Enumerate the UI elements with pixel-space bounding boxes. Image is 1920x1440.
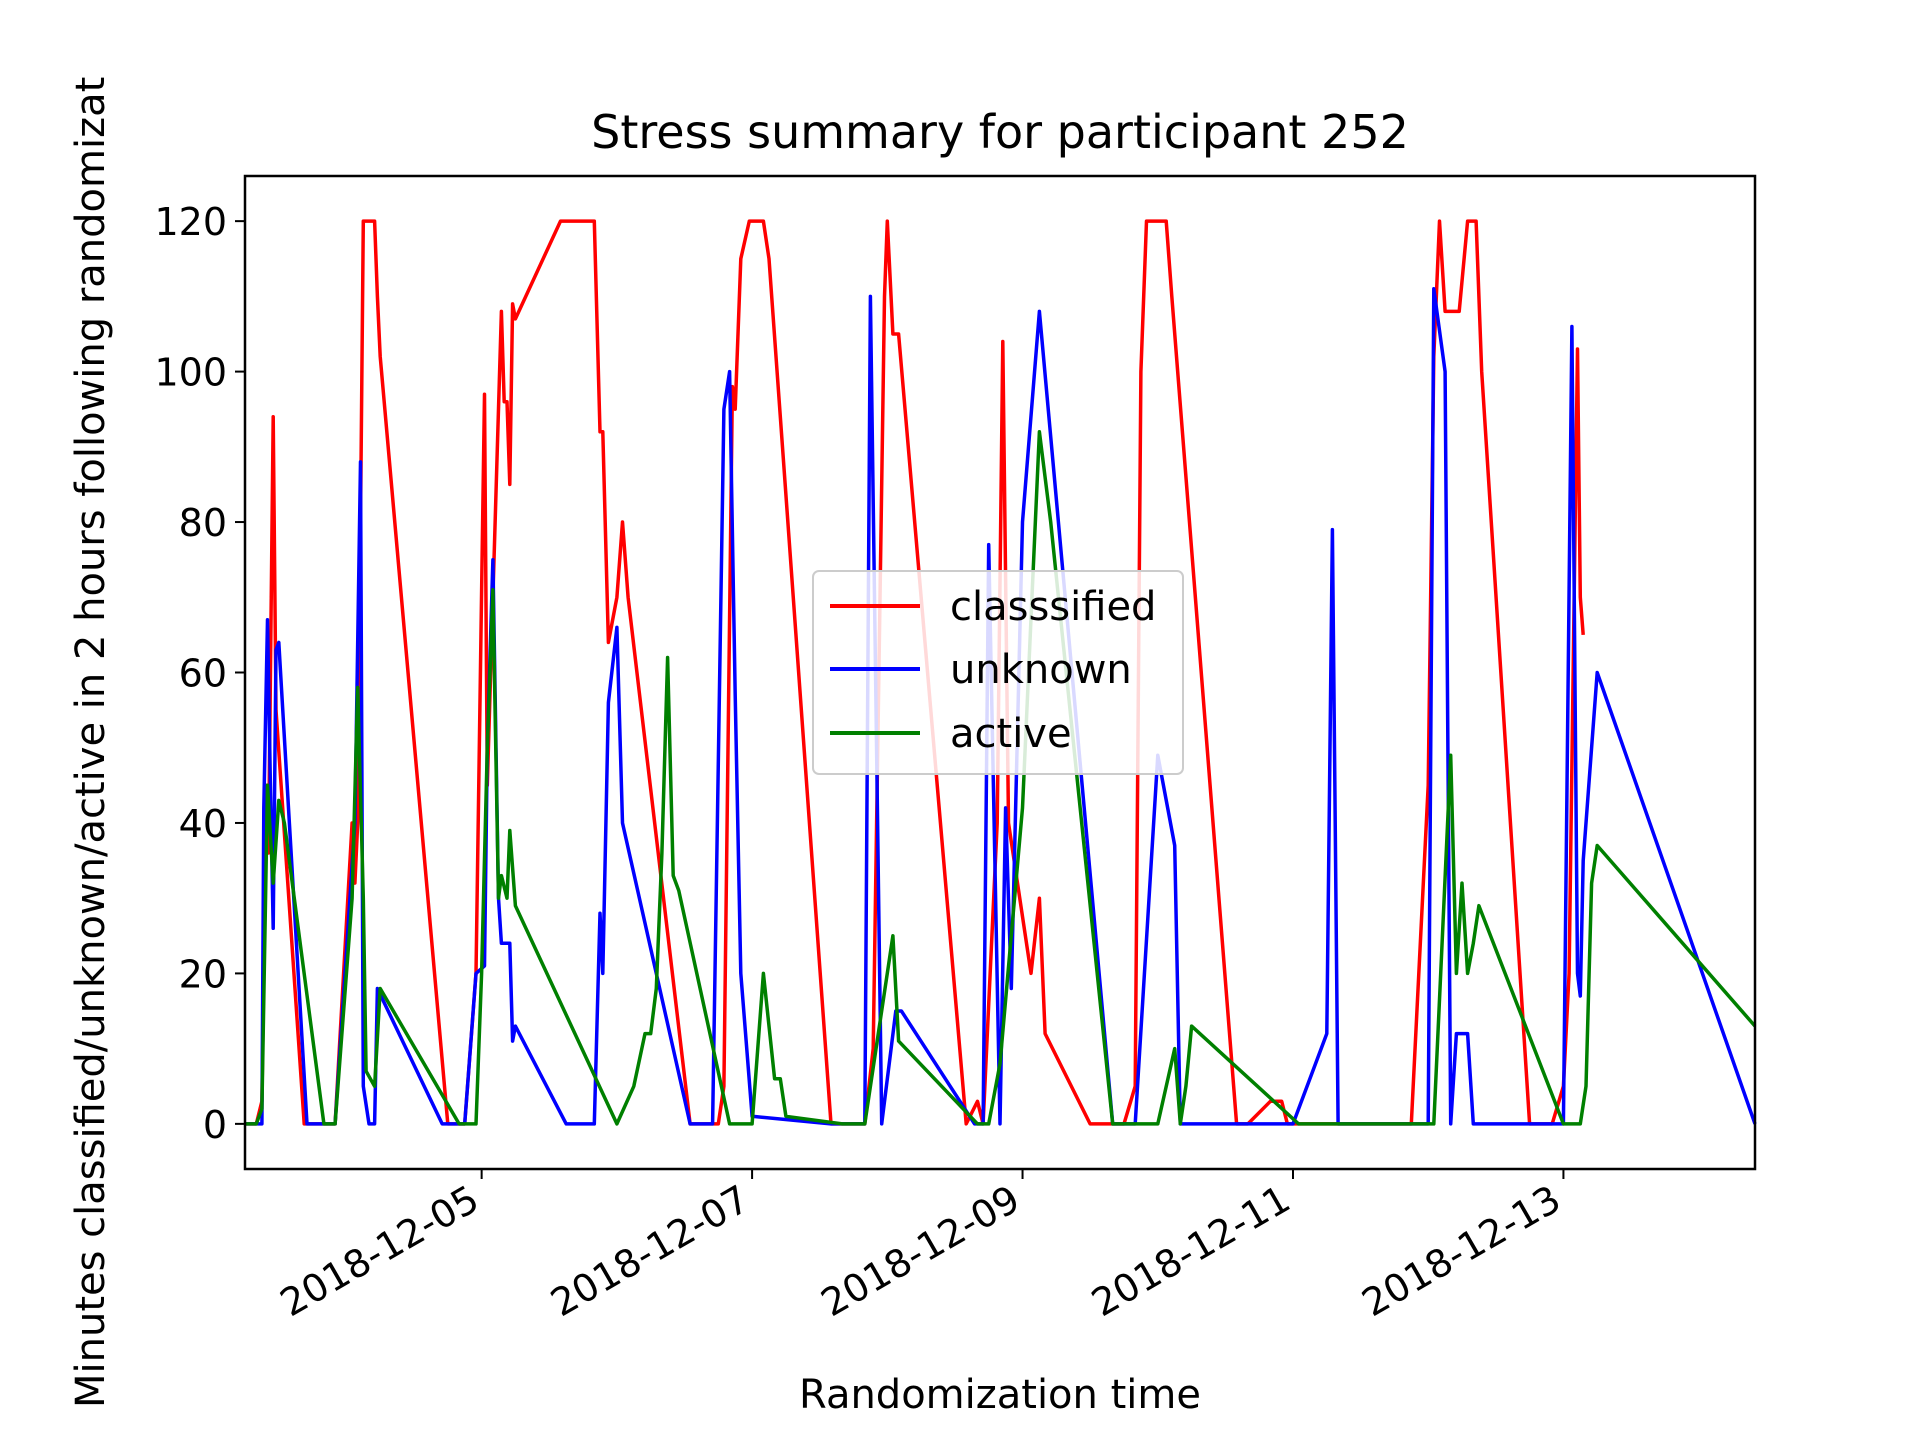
- legend-label-unknown: unknown: [950, 647, 1132, 693]
- legend: classsified unknown active: [812, 570, 1184, 775]
- y-tick-label: 40: [179, 802, 227, 846]
- x-tick-label: 2018-12-05: [273, 1177, 486, 1326]
- y-axis: 0 20 40 60 80 100 120: [154, 200, 245, 1147]
- y-tick-label: 60: [179, 652, 227, 696]
- series-line-unknown: [245, 287, 1757, 1126]
- legend-box: [812, 570, 1184, 775]
- x-axis: 2018-12-05 2018-12-07 2018-12-09 2018-12-11…: [273, 1169, 1568, 1325]
- x-tick-label: 2018-12-07: [543, 1177, 756, 1326]
- x-tick-label: 2018-12-11: [1084, 1177, 1297, 1326]
- x-tick-label: 2018-12-09: [814, 1177, 1027, 1326]
- y-tick-label: 20: [179, 952, 227, 996]
- series-line-active: [245, 430, 1757, 1126]
- x-axis-label: Randomization time: [799, 1372, 1201, 1418]
- y-axis-label: Minutes classified/unknown/active in 2 h…: [68, 77, 114, 1408]
- x-tick-label: 2018-12-13: [1355, 1177, 1568, 1326]
- y-tick-label: 120: [154, 200, 227, 244]
- legend-label-classified: classsified: [950, 584, 1156, 630]
- y-tick-label: 100: [154, 351, 227, 395]
- plot-area: [245, 219, 1757, 1126]
- chart-title: Stress summary for participant 252: [591, 105, 1409, 159]
- legend-label-active: active: [950, 711, 1072, 757]
- y-tick-label: 80: [179, 501, 227, 545]
- y-tick-label: 0: [203, 1103, 227, 1147]
